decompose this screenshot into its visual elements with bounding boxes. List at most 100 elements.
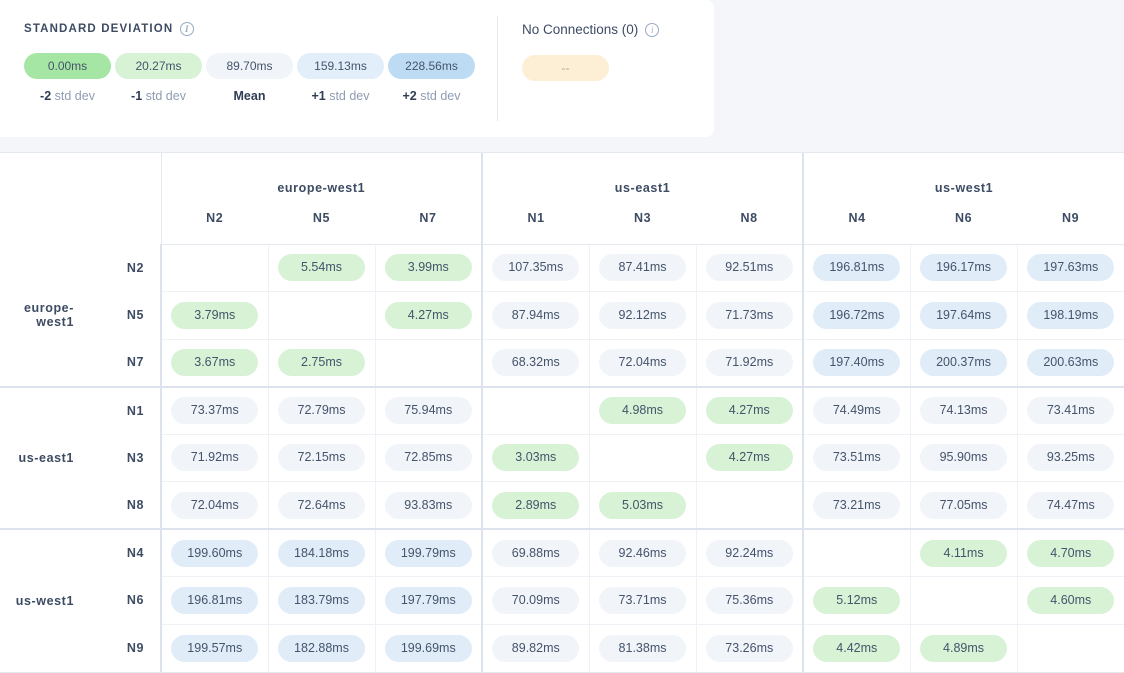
- latency-cell[interactable]: 199.69ms: [375, 624, 484, 672]
- latency-cell[interactable]: 182.88ms: [268, 624, 376, 672]
- latency-value-pill: 68.32ms: [492, 349, 580, 376]
- latency-cell[interactable]: 4.70ms: [1017, 528, 1124, 577]
- latency-cell[interactable]: 4.27ms: [696, 385, 805, 435]
- latency-cell[interactable]: 72.04ms: [161, 481, 269, 530]
- latency-value-pill: 182.88ms: [278, 634, 365, 662]
- latency-cell[interactable]: 81.38ms: [589, 624, 697, 672]
- latency-cell[interactable]: 196.17ms: [910, 244, 1018, 292]
- latency-cell[interactable]: 73.51ms: [803, 434, 911, 482]
- row-node-label-N3: N3: [84, 434, 162, 482]
- latency-cell[interactable]: 4.11ms: [910, 528, 1018, 577]
- latency-cell[interactable]: [589, 434, 697, 482]
- latency-cell[interactable]: 72.15ms: [268, 434, 376, 482]
- latency-cell[interactable]: 92.51ms: [696, 244, 805, 292]
- latency-cell[interactable]: 89.82ms: [482, 624, 590, 672]
- latency-cell[interactable]: 72.85ms: [375, 434, 484, 482]
- latency-cell[interactable]: 72.04ms: [589, 339, 697, 387]
- latency-cell[interactable]: 4.27ms: [375, 291, 484, 340]
- latency-cell[interactable]: 5.03ms: [589, 481, 697, 530]
- latency-cell[interactable]: 71.92ms: [696, 339, 805, 387]
- latency-cell[interactable]: 196.81ms: [161, 576, 269, 625]
- latency-cell[interactable]: 71.73ms: [696, 291, 805, 340]
- info-icon[interactable]: i: [645, 22, 660, 37]
- latency-cell[interactable]: 68.32ms: [482, 339, 590, 387]
- latency-cell[interactable]: 74.47ms: [1017, 481, 1124, 530]
- latency-cell[interactable]: 74.49ms: [803, 385, 911, 435]
- latency-value-pill: 71.92ms: [171, 444, 259, 472]
- latency-cell[interactable]: 197.63ms: [1017, 244, 1124, 292]
- latency-cell[interactable]: 87.41ms: [589, 244, 697, 292]
- latency-cell[interactable]: [910, 576, 1018, 625]
- latency-cell[interactable]: [1017, 624, 1124, 672]
- latency-cell[interactable]: 3.03ms: [482, 434, 590, 482]
- latency-cell[interactable]: 200.63ms: [1017, 339, 1124, 387]
- latency-cell[interactable]: 4.98ms: [589, 385, 697, 435]
- latency-cell[interactable]: 4.60ms: [1017, 576, 1124, 625]
- latency-cell[interactable]: 73.71ms: [589, 576, 697, 625]
- latency-cell[interactable]: 95.90ms: [910, 434, 1018, 482]
- latency-cell[interactable]: 3.99ms: [375, 244, 484, 292]
- latency-cell[interactable]: 199.79ms: [375, 528, 484, 577]
- latency-cell[interactable]: [375, 339, 484, 387]
- latency-cell[interactable]: 92.12ms: [589, 291, 697, 340]
- legend-card: STANDARD DEVIATION i 0.00ms -2 std dev 20.…: [0, 0, 714, 137]
- latency-cell[interactable]: 74.13ms: [910, 385, 1018, 435]
- std-dev-step: 159.13ms +1 std dev: [297, 53, 384, 103]
- row-node-label-N1: N1: [84, 385, 162, 434]
- latency-cell[interactable]: 93.25ms: [1017, 434, 1124, 482]
- latency-cell[interactable]: 72.64ms: [268, 481, 376, 530]
- latency-cell[interactable]: [268, 291, 376, 340]
- latency-cell[interactable]: 199.57ms: [161, 624, 269, 672]
- latency-cell[interactable]: [161, 244, 269, 292]
- latency-cell[interactable]: 77.05ms: [910, 481, 1018, 530]
- std-dev-step-pill: 20.27ms: [115, 53, 202, 79]
- latency-cell[interactable]: 75.36ms: [696, 576, 805, 625]
- latency-cell[interactable]: 200.37ms: [910, 339, 1018, 387]
- latency-cell[interactable]: 5.54ms: [268, 244, 376, 292]
- latency-cell[interactable]: [696, 481, 805, 530]
- info-icon[interactable]: i: [180, 22, 195, 36]
- latency-cell[interactable]: [803, 528, 911, 577]
- latency-cell[interactable]: 3.79ms: [161, 291, 269, 340]
- latency-cell[interactable]: [482, 385, 590, 435]
- latency-cell[interactable]: 197.64ms: [910, 291, 1018, 340]
- latency-cell[interactable]: 183.79ms: [268, 576, 376, 625]
- latency-cell[interactable]: 198.19ms: [1017, 291, 1124, 340]
- row-node-label-N7: N7: [84, 339, 162, 387]
- latency-cell[interactable]: 92.46ms: [589, 528, 697, 577]
- latency-value-pill: 199.79ms: [384, 539, 472, 567]
- latency-cell[interactable]: 71.92ms: [161, 434, 269, 482]
- latency-cell[interactable]: 4.89ms: [910, 624, 1018, 672]
- latency-cell[interactable]: 73.37ms: [161, 385, 269, 435]
- latency-cell[interactable]: 92.24ms: [696, 528, 805, 577]
- latency-cell[interactable]: 69.88ms: [482, 528, 590, 577]
- latency-cell[interactable]: 4.42ms: [803, 624, 911, 672]
- latency-value-pill: 4.89ms: [920, 634, 1008, 662]
- latency-value-pill: 2.75ms: [278, 349, 365, 376]
- latency-cell[interactable]: 107.35ms: [482, 244, 590, 292]
- latency-value-pill: 4.11ms: [920, 539, 1008, 567]
- latency-cell[interactable]: 72.79ms: [268, 385, 376, 435]
- latency-cell[interactable]: 3.67ms: [161, 339, 269, 387]
- latency-cell[interactable]: 73.21ms: [803, 481, 911, 530]
- latency-cell[interactable]: 5.12ms: [803, 576, 911, 625]
- latency-cell[interactable]: 2.75ms: [268, 339, 376, 387]
- latency-cell[interactable]: 87.94ms: [482, 291, 590, 340]
- latency-cell[interactable]: 4.27ms: [696, 434, 805, 482]
- latency-cell[interactable]: 197.79ms: [375, 576, 484, 625]
- latency-cell[interactable]: 196.72ms: [803, 291, 911, 340]
- latency-value-pill: 73.26ms: [705, 634, 793, 662]
- latency-cell[interactable]: 70.09ms: [482, 576, 590, 625]
- latency-value-pill: 72.85ms: [384, 444, 472, 472]
- latency-value-pill: 72.15ms: [278, 444, 365, 472]
- latency-cell[interactable]: 73.41ms: [1017, 385, 1124, 435]
- latency-cell[interactable]: 196.81ms: [803, 244, 911, 292]
- latency-cell[interactable]: 184.18ms: [268, 528, 376, 577]
- latency-value-pill: 72.04ms: [599, 349, 687, 376]
- latency-cell[interactable]: 73.26ms: [696, 624, 805, 672]
- latency-cell[interactable]: 197.40ms: [803, 339, 911, 387]
- latency-cell[interactable]: 2.89ms: [482, 481, 590, 530]
- latency-cell[interactable]: 93.83ms: [375, 481, 484, 530]
- latency-cell[interactable]: 199.60ms: [161, 528, 269, 577]
- latency-cell[interactable]: 75.94ms: [375, 385, 484, 435]
